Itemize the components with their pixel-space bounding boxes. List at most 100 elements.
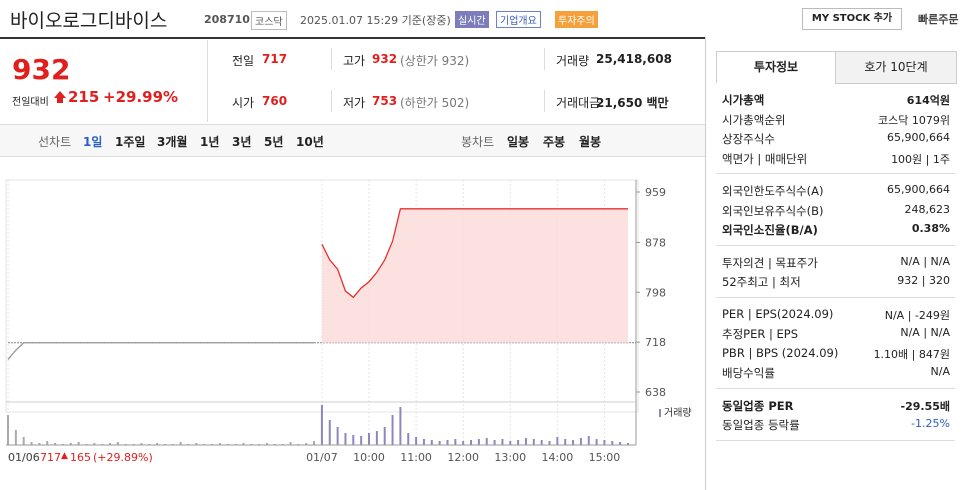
- summary-label: 전일: [232, 54, 255, 68]
- x-tick-label: 11:00: [400, 451, 432, 464]
- summary-label: 시가: [232, 96, 255, 110]
- chart: 01/06 01/07 10:00 11:00 12:00 13:00 14:00 15:00…: [5, 179, 692, 464]
- volume-bar: [14, 430, 17, 445]
- volume-bar: [242, 443, 245, 445]
- info-label: 추정PER | EPS: [722, 327, 799, 341]
- badge: 투자주의: [555, 11, 598, 28]
- volume-bar: [595, 439, 598, 445]
- info-tab[interactable]: 호가 10단계: [835, 51, 957, 84]
- volume-label: 거래량: [664, 407, 692, 419]
- info-label: 상장주식수: [722, 132, 775, 146]
- summary-label: 저가: [343, 96, 366, 110]
- volume-bar: [579, 438, 582, 445]
- volume-bar: [501, 439, 504, 445]
- volume-bar: [156, 443, 159, 445]
- up-arrow: [54, 91, 66, 103]
- info-value: 614억원: [906, 94, 950, 107]
- divider: [544, 90, 545, 112]
- volume-bar: [116, 442, 119, 445]
- change-rate: +29.99%: [103, 88, 179, 106]
- candle-tab[interactable]: 주봉: [543, 135, 566, 149]
- footer-date: 01/06: [8, 451, 40, 464]
- quick-order-button[interactable]: 빠른주문: [918, 13, 959, 26]
- info-label: 동일업종 PER: [722, 398, 794, 413]
- divider: [0, 37, 705, 39]
- volume-bar: [517, 440, 520, 445]
- volume-bar: [46, 441, 49, 445]
- volume-bar: [93, 443, 96, 445]
- info-tab[interactable]: 투자정보: [716, 51, 836, 83]
- volume-bar: [54, 443, 57, 445]
- period-tab[interactable]: 5년: [264, 135, 284, 149]
- volume-bar: [399, 407, 402, 445]
- divider: [716, 173, 955, 174]
- volume-bar: [454, 439, 457, 445]
- price-line: [321, 208, 628, 299]
- summary-value: 717: [262, 52, 288, 66]
- summary-value: 932: [372, 52, 398, 66]
- summary-value: 21,650 백만: [596, 96, 669, 110]
- summary-value: 25,418,608: [596, 52, 672, 66]
- volume-bar: [493, 440, 496, 445]
- volume-bar: [611, 441, 614, 445]
- period-tab[interactable]: 1년: [200, 135, 220, 149]
- my-stock-button[interactable]: MY STOCK 추가: [802, 8, 902, 30]
- volume-bar: [415, 437, 418, 445]
- x-tick-label: 12:00: [447, 451, 479, 464]
- info-value: -1.25%: [911, 417, 950, 430]
- tab-bar: [0, 124, 705, 157]
- info-value: N/A | N/A: [900, 326, 950, 339]
- info-value: 65,900,664: [887, 131, 950, 144]
- y-tick-label: 638: [645, 386, 666, 399]
- info-value: 248,623: [904, 202, 951, 216]
- info-value: N/A | N/A: [900, 254, 950, 268]
- volume-bar: [509, 441, 512, 445]
- volume-bar: [572, 440, 575, 445]
- volume-bar: [320, 405, 323, 445]
- volume-bar: [564, 439, 567, 445]
- info-value: N/A: [930, 365, 950, 378]
- info-label: 액면가 | 매매단위: [722, 151, 808, 166]
- volume-bar: [524, 438, 527, 445]
- info-value: 0.38%: [911, 222, 950, 235]
- info-label: 외국인소진율(B/A): [722, 223, 818, 237]
- volume-bar: [462, 441, 465, 445]
- volume-bar: [556, 437, 559, 445]
- volume-bar: [619, 442, 622, 445]
- volume-bar: [22, 437, 25, 445]
- divider: [331, 48, 332, 70]
- period-tab[interactable]: 1주일: [115, 135, 146, 149]
- info-label: PER | EPS(2024.09): [722, 306, 834, 321]
- volume-bar: [218, 443, 221, 445]
- volume-bar: [289, 442, 292, 445]
- volume-bar: [438, 441, 441, 445]
- badge[interactable]: 기업개요: [496, 11, 541, 28]
- timestamp: 2025.01.07 15:29 기준(장중): [300, 14, 451, 27]
- change-label: 전일대비: [12, 97, 49, 108]
- volume-bar: [485, 438, 488, 445]
- period-tab[interactable]: 3개월: [157, 135, 188, 149]
- divider: [716, 296, 955, 298]
- volume-bar: [407, 433, 410, 445]
- volume-bar: [391, 415, 394, 445]
- volume-bar: [344, 433, 347, 445]
- info-value: 100원 | 1주: [891, 152, 950, 166]
- x-tick-label: 15:00: [589, 451, 621, 464]
- volume-legend-swatch: [659, 409, 661, 417]
- volume-bar: [140, 443, 143, 445]
- period-tab[interactable]: 10년: [296, 135, 324, 149]
- badge: 실시간: [455, 11, 489, 28]
- info-value: 1.10배 | 847원: [873, 347, 950, 361]
- volume-bar: [360, 436, 363, 445]
- period-tab[interactable]: 3년: [232, 135, 252, 149]
- candle-tab[interactable]: 일봉: [507, 135, 530, 149]
- period-tab[interactable]: 1일: [83, 135, 103, 149]
- candle-tab[interactable]: 월봉: [579, 135, 602, 149]
- volume-bar: [336, 427, 339, 445]
- volume-bar: [305, 443, 308, 445]
- y-tick-label: 959: [645, 186, 666, 199]
- info-label: 투자의견 | 목표주가: [722, 255, 818, 270]
- volume-bar: [477, 439, 480, 445]
- divider: [207, 40, 208, 122]
